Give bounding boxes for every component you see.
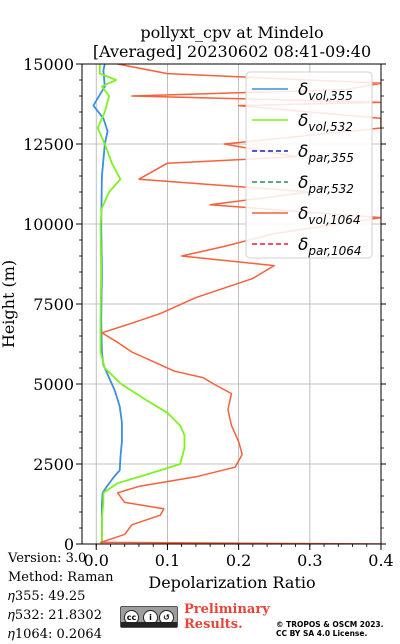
- by-icon: i: [143, 610, 158, 625]
- y-tick-label: 7500: [33, 295, 74, 314]
- legend-label: δpar,355: [298, 142, 354, 165]
- series-line-vol-532: [96, 64, 186, 544]
- chart-title: pollyxt_cpv at Mindelo: [140, 23, 323, 42]
- y-tick-label: 10000: [23, 215, 74, 234]
- series-line-vol-1064: [99, 64, 381, 544]
- copyright-credit: © TROPOS & OSCM 2023. CC BY SA 4.0 Licen…: [276, 620, 384, 638]
- eta1064-text: 𝜂1064: 0.2064: [8, 627, 102, 642]
- legend-label: δpar,532: [298, 173, 354, 196]
- y-tick-label: 2500: [33, 455, 74, 474]
- x-tick-label: 0.1: [155, 551, 180, 570]
- legend-box: [245, 71, 373, 259]
- chart-subtitle: [Averaged] 20230602 08:41-09:40: [93, 42, 371, 61]
- y-tick-label: 0: [64, 535, 74, 554]
- y-tick-label: 5000: [33, 375, 74, 394]
- eta355-text: 𝜂355: 49.25: [8, 589, 86, 604]
- y-tick-label: 15000: [23, 55, 74, 74]
- x-tick-label: 0.0: [84, 551, 109, 570]
- x-tick-label: 0.3: [297, 551, 322, 570]
- version-text: Version: 3.0: [8, 551, 87, 566]
- cc-license-badge: cc i ↺: [120, 606, 178, 628]
- legend-label: δvol,532: [298, 111, 353, 134]
- eta532-text: 𝜂532: 21.8302: [8, 608, 102, 623]
- legend-label: δpar,1064: [298, 235, 362, 258]
- x-tick-label: 0.2: [226, 551, 251, 570]
- legend: δvol,355 δvol,532 δpar,355 δpar,532 δvol,106…: [245, 71, 373, 259]
- preliminary-notice: Preliminary Results.: [184, 602, 270, 632]
- x-axis-label: Depolarization Ratio: [148, 573, 315, 592]
- y-axis-label: Height (m): [0, 260, 18, 348]
- y-tick-label: 12500: [23, 135, 74, 154]
- axis-ticks: 0.0 0.1 0.2 0.3 0.4 0 2500 5000 7500 10000 12500 15…: [23, 55, 394, 570]
- retrieval-info: Version: 3.0 Method: Raman 𝜂355: 49.25 𝜂…: [8, 549, 114, 644]
- legend-label: δvol,1064: [298, 204, 361, 227]
- method-text: Method: Raman: [8, 570, 114, 585]
- x-tick-label: 0.4: [368, 551, 393, 570]
- legend-label: δvol,355: [298, 80, 353, 103]
